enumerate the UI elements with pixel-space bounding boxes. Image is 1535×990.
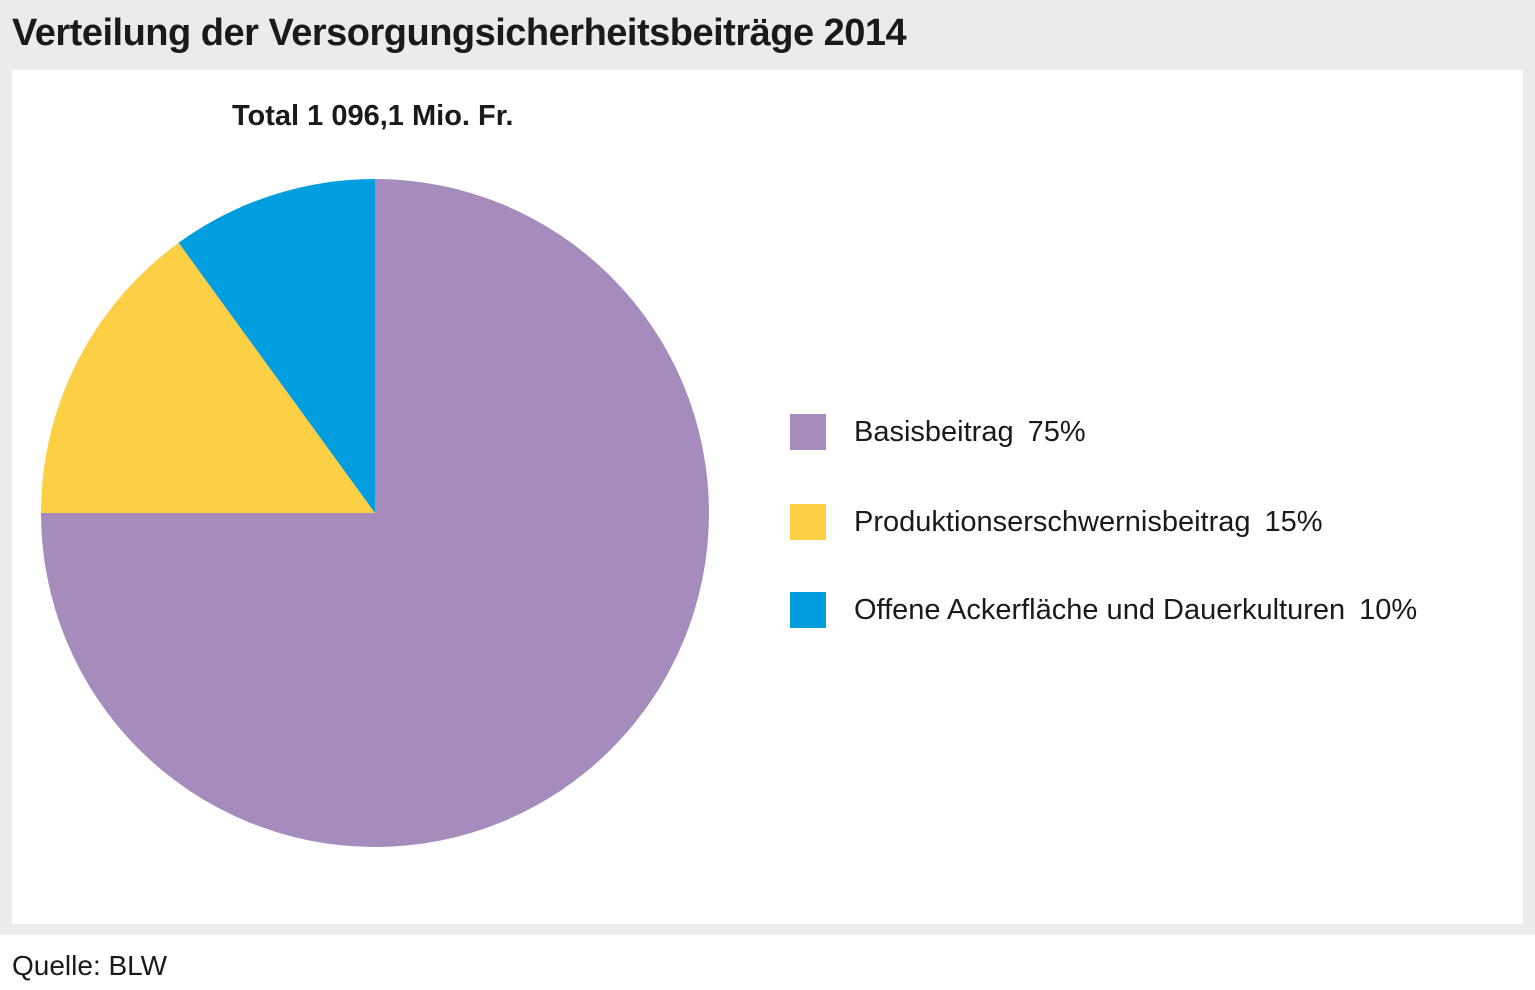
legend-swatch-basisbeitrag [790, 414, 826, 450]
legend-value-basisbeitrag: 75% [1027, 416, 1086, 448]
chart-source: Quelle: BLW [12, 950, 168, 981]
pie-slice-offene-ackerfläche-und-dauerkulturen [178, 179, 375, 513]
legend-swatch-offene-ackerflaeche [790, 592, 826, 628]
legend-label-produktionserschwernisbeitrag: Produktionserschwernisbeitrag [854, 506, 1251, 538]
chart-title: Verteilung der Versorgungsicherheitsbeit… [12, 12, 907, 54]
chart-subtitle-total: Total 1 096,1 Mio. Fr. [232, 100, 514, 132]
pie-slice-produktionserschwernisbeitrag [41, 242, 375, 513]
legend-value-offene-ackerflaeche: 10% [1359, 594, 1418, 626]
legend-label-basisbeitrag: Basisbeitrag [854, 416, 1014, 448]
pie-chart [41, 179, 709, 847]
legend-label-offene-ackerflaeche: Offene Ackerfläche und Dauerkulturen [854, 594, 1346, 626]
legend-swatch-produktionserschwernisbeitrag [790, 504, 826, 540]
legend-value-produktionserschwernisbeitrag: 15% [1264, 506, 1323, 538]
